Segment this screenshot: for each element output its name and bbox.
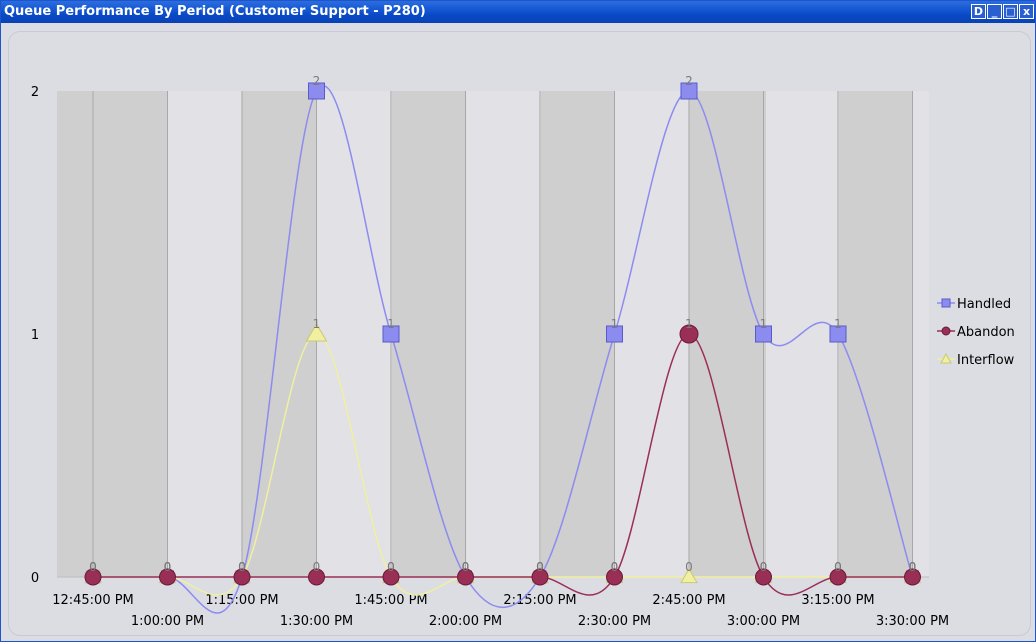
abandon-marker [159,568,176,586]
interflow-marker [680,568,698,584]
data-label: 1 [611,317,619,331]
interflow-marker [305,323,328,342]
data-label: 0 [909,560,917,574]
x-tick-label: 2:30:00 PM [578,614,651,629]
x-tick-label: 1:15:00 PM [205,593,278,608]
legend-label: Handled [957,297,1011,312]
legend-marker [940,352,952,364]
data-label: 0 [834,560,842,574]
data-label: 0 [909,560,917,574]
data-label: 0 [834,560,842,574]
data-label: 0 [760,560,768,574]
data-label: 0 [164,560,172,574]
maximize-button[interactable]: □ [1003,4,1018,19]
data-label: 0 [611,560,619,574]
grid-band [57,91,167,577]
data-label: 0 [462,560,470,574]
detach-button[interactable]: D [971,4,986,19]
y-tick-label: 1 [31,328,39,343]
handled-marker [829,325,847,343]
data-label: 0 [313,560,321,574]
data-label: 1 [313,317,321,331]
data-label: 0 [238,560,246,574]
x-tick-label: 3:15:00 PM [801,593,874,608]
legend-label: Interflow [957,353,1015,368]
abandon-marker [679,324,699,344]
data-label: 0 [238,560,246,574]
x-tick-label: 1:45:00 PM [354,593,427,608]
abandon-marker [829,568,847,586]
data-label: 0 [89,560,97,574]
plot-area [57,91,929,577]
handled-marker [308,82,325,100]
handled-marker [382,325,400,343]
x-tick-label: 3:00:00 PM [727,614,800,629]
data-label: 0 [164,560,172,574]
abandon-marker [904,568,921,586]
data-label: 0 [536,560,544,574]
handled-marker [755,325,772,343]
data-label: 0 [760,560,768,574]
legend-label: Abandon [957,325,1015,340]
abandon-marker [382,568,400,586]
abandon-marker [755,568,772,586]
data-label: 0 [611,560,619,574]
data-label: 0 [909,560,917,574]
data-label: 2 [685,74,693,88]
x-tick-label: 12:45:00 PM [52,593,134,608]
data-label: 0 [89,560,97,574]
abandon-marker [84,568,102,586]
grid-band [242,91,317,577]
handled-marker [680,82,698,100]
window-title: Queue Performance By Period (Customer Su… [4,4,426,19]
grid-band [689,91,766,577]
minimize-button[interactable]: _ [987,4,1002,19]
data-label: 0 [387,560,395,574]
x-tick-label: 2:00:00 PM [429,614,502,629]
data-label: 0 [685,560,693,574]
close-button[interactable]: x [1019,4,1034,19]
abandon-marker [233,568,251,586]
data-label: 0 [164,560,172,574]
abandon-marker [457,568,474,586]
x-tick-label: 3:30:00 PM [876,614,949,629]
data-label: 0 [238,560,246,574]
grid-band [392,91,466,577]
abandon-marker [531,568,549,586]
data-label: 1 [387,317,395,331]
data-label: 0 [462,560,470,574]
legend-marker [941,298,951,308]
y-tick-label: 0 [31,571,39,586]
data-label: 1 [685,317,693,331]
data-label: 0 [89,560,97,574]
abandon-marker [308,568,325,586]
title-bar[interactable]: Queue Performance By Period (Customer Su… [1,1,1035,23]
grid-band [541,91,615,577]
data-label: 0 [536,560,544,574]
x-tick-label: 2:45:00 PM [652,593,725,608]
grid-band [839,91,913,577]
handled-marker [606,325,623,343]
data-label: 2 [313,74,321,88]
data-label: 1 [760,317,768,331]
legend-marker [941,326,951,336]
x-tick-label: 1:00:00 PM [131,614,204,629]
x-tick-label: 1:30:00 PM [280,614,353,629]
data-label: 0 [387,560,395,574]
data-label: 1 [834,317,842,331]
data-label: 0 [536,560,544,574]
y-tick-label: 2 [31,85,39,100]
x-tick-label: 2:15:00 PM [503,593,576,608]
abandon-marker [606,568,623,586]
data-label: 0 [462,560,470,574]
